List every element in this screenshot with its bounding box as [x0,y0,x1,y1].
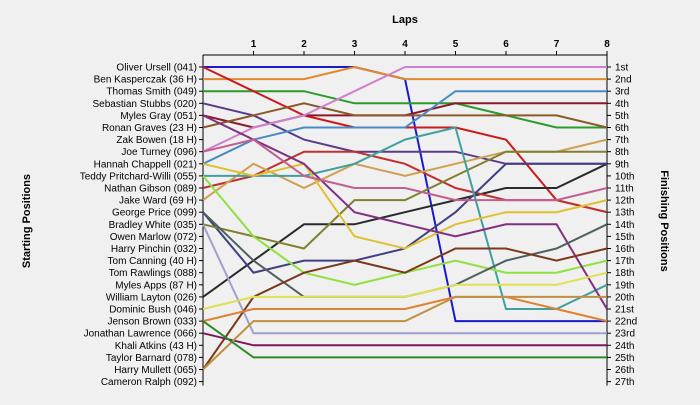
starting-position-label: Tom Canning (40 H) [108,256,197,267]
x-tick-label: 3 [352,39,358,50]
starting-position-label: Owen Marlow (072) [110,232,197,243]
finishing-position-label: 9th [615,159,629,170]
finishing-position-label: 6th [615,123,629,134]
finishing-position-label: 20th [615,292,634,303]
starting-position-label: Sebastian Stubbs (020) [92,99,197,110]
finishing-position-label: 11th [615,184,634,195]
finishing-position-label: 27th [615,377,634,388]
x-tick-label: 6 [503,39,509,50]
finishing-position-label: 8th [615,147,629,158]
finishing-position-label: 17th [615,256,634,267]
starting-position-label: Taylor Barnard (078) [106,353,197,364]
x-tick-label: 8 [604,39,610,50]
starting-position-label: Harry Mullett (065) [114,365,197,376]
series-line-3 [203,90,607,129]
starting-position-label: Dominic Bush (046) [109,305,197,316]
starting-position-label: Ronan Graves (23 H) [102,123,197,134]
starting-position-label: Nathan Gibson (089) [104,184,197,195]
starting-position-label: Jonathan Lawrence (066) [84,329,197,340]
starting-position-label: Hannah Chappell (021) [94,159,197,170]
finishing-position-label: 7th [615,135,629,146]
x-tick-label: 7 [554,39,560,50]
series-line-2 [203,65,607,81]
right-axis-title: Finishing Positions [658,170,670,271]
starting-position-label: Zak Bowen (18 H) [116,135,197,146]
x-tick-label: 1 [251,39,257,50]
starting-position-label: Teddy Pritchard-Willi (055) [80,171,197,182]
finishing-position-label: 4th [615,99,629,110]
series-lines [202,65,608,371]
finishing-position-label: 18th [615,268,634,279]
x-tick-label: 5 [453,39,459,50]
series-line-15 [203,126,608,310]
finishing-position-label: 19th [615,280,634,291]
finishing-position-label: 21st [615,305,634,316]
series-line-27 [202,138,608,202]
finishing-position-label: 13th [615,208,634,219]
left-axis-title: Starting Positions [21,174,33,268]
series-line-22 [202,271,608,310]
series-line-23 [202,295,608,323]
x-tick-label: 2 [301,39,307,50]
finishing-position-label: 1st [615,63,629,74]
series-line-21 [202,247,608,371]
finishing-position-label: 2nd [615,75,632,86]
series-line-8 [202,90,607,165]
finishing-position-label: 14th [615,220,634,231]
starting-position-label: Myles Apps (87 H) [115,280,197,291]
starting-position-label: Khali Atkins (43 H) [115,341,197,352]
finishing-position-label: 16th [615,244,634,255]
x-tick-label: 4 [402,39,408,50]
starting-position-label: Joe Turney (096) [121,147,197,158]
starting-position-label: Jenson Brown (033) [108,317,198,328]
x-axis-title: Laps [392,14,418,26]
series-line-9 [202,66,607,153]
series-line-14 [202,150,607,250]
starting-position-label: Tom Rawlings (088) [109,268,197,279]
finishing-position-label: 5th [615,111,629,122]
finishing-position-label: 3rd [615,87,629,98]
series-line-25 [202,295,607,371]
starting-position-label: Ben Kasperczak (36 H) [94,75,197,86]
finishing-position-label: 23rd [615,329,635,340]
finishing-position-label: 10th [615,171,634,182]
finishing-position-label: 25th [615,353,634,364]
series-line-19 [202,114,608,310]
series-line-24 [202,332,607,347]
finishing-position-label: 12th [615,196,634,207]
starting-position-label: William Layton (026) [106,292,197,303]
series-line-26 [202,320,607,359]
starting-position-label: Myles Gray (051) [120,111,197,122]
starting-position-label: George Price (099) [112,208,197,219]
finishing-position-label: 24th [615,341,634,352]
starting-position-label: Jake Ward (69 H) [119,196,197,207]
starting-position-label: Cameron Ralph (092) [101,377,197,388]
finishing-position-label: 15th [615,232,634,243]
series-line-18 [202,162,608,250]
starting-position-label: Thomas Smith (049) [106,87,197,98]
series-line-7 [202,102,608,129]
starting-position-label: Harry Pinchin (032) [111,244,197,255]
starting-position-label: Oliver Ursell (041) [116,63,197,74]
starting-position-label: Bradley White (035) [109,220,197,231]
tick-labels: 1 2 3 4 5 6 7 8 Oliver Ursell (041)Ben Kaspercza… [80,39,638,388]
finishing-position-label: 26th [615,365,634,376]
series-line-17 [202,223,607,335]
finishing-position-label: 22nd [615,317,637,328]
